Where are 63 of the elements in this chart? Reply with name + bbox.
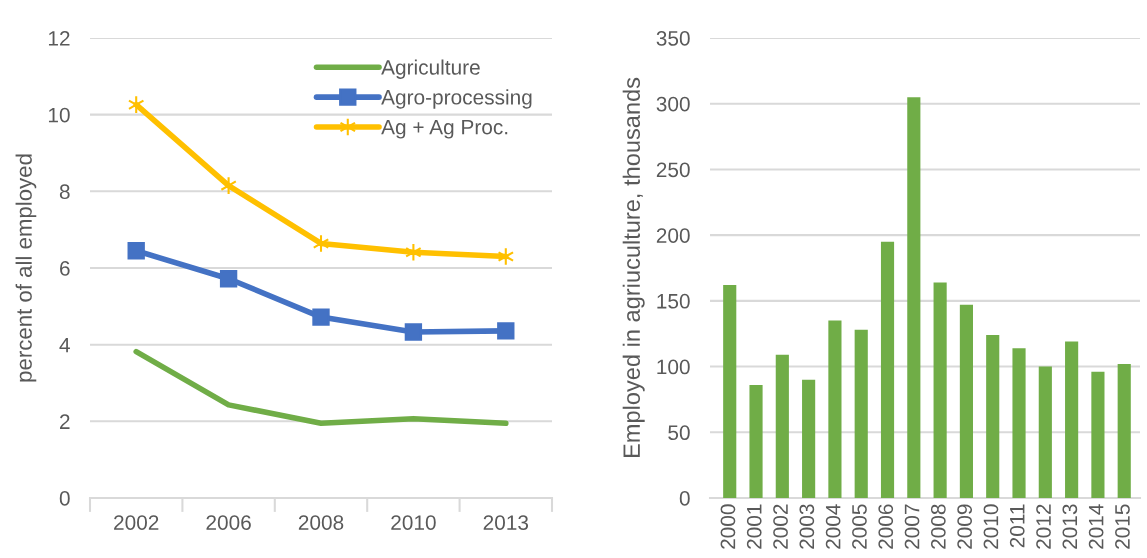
x-tick-label: 2013 xyxy=(1062,504,1078,549)
y-tick-label: 150 xyxy=(657,293,690,309)
y-tick-label: 8 xyxy=(59,184,70,200)
x-tick-label: 2009 xyxy=(957,504,973,549)
bar xyxy=(880,241,895,498)
bar xyxy=(749,384,763,498)
y-tick-label: 200 xyxy=(656,228,690,243)
bar xyxy=(723,285,737,498)
x-tick-label: 2014 xyxy=(1088,504,1104,549)
y-tick-label: 6 xyxy=(60,261,70,276)
legend-label: Agriculture xyxy=(381,59,480,79)
point xyxy=(497,322,515,340)
x-tick-label: 2003 xyxy=(799,504,815,549)
x-tick-label: 2005 xyxy=(852,504,867,549)
x-tick-label: 2000 xyxy=(720,504,736,549)
x-tick-label: 2010 xyxy=(391,515,436,530)
legend-label: Agro-processing xyxy=(381,89,532,109)
y-tick-label: 0 xyxy=(59,491,70,506)
y-axis-title: percent of all employed xyxy=(15,154,37,382)
bar xyxy=(1117,363,1131,498)
y-tick-label: 0 xyxy=(679,491,690,506)
x-tick-label: 2006 xyxy=(878,504,894,549)
y-tick-label: 4 xyxy=(59,337,70,353)
bar xyxy=(986,335,1000,498)
x-tick-label: 2013 xyxy=(483,515,529,530)
bar xyxy=(1091,371,1105,498)
bar xyxy=(775,354,789,498)
x-tick-label: 2008 xyxy=(298,515,344,530)
bar xyxy=(1065,341,1079,498)
bar xyxy=(1038,366,1052,498)
y-tick-label: 250 xyxy=(656,162,690,178)
point xyxy=(219,270,238,288)
point xyxy=(312,308,330,326)
y-tick-label: 100 xyxy=(657,359,690,375)
legend-label: Ag + Ag Proc. xyxy=(381,119,508,139)
x-tick-label: 2011 xyxy=(1009,504,1025,548)
bar xyxy=(959,304,973,498)
x-tick-label: 2006 xyxy=(206,515,251,530)
bar xyxy=(907,97,921,498)
x-tick-label: 2007 xyxy=(904,504,920,549)
x-tick-label: 2010 xyxy=(983,504,999,549)
x-tick-label: 2015 xyxy=(1115,504,1130,549)
x-tick-label: 2002 xyxy=(773,504,788,549)
x-tick-label: 2001 xyxy=(746,504,762,549)
point xyxy=(127,242,145,260)
x-tick-label: 2012 xyxy=(1036,504,1051,549)
y-tick-label: 50 xyxy=(668,425,690,441)
bar xyxy=(933,282,947,498)
bar xyxy=(802,379,816,498)
x-tick-label: 2002 xyxy=(114,515,159,530)
bar xyxy=(1012,348,1026,498)
y-tick-label: 2 xyxy=(60,414,70,429)
x-tick-label: 2008 xyxy=(930,504,946,549)
y-tick-label: 10 xyxy=(48,107,70,123)
y-tick-label: 300 xyxy=(656,96,690,112)
y-tick-label: 12 xyxy=(48,31,70,46)
bar xyxy=(854,329,868,498)
bar xyxy=(828,320,842,498)
point xyxy=(405,242,422,262)
x-tick-label: 2004 xyxy=(825,504,841,549)
y-tick-label: 350 xyxy=(656,31,690,46)
y-axis-title: Employed in agriuculture, thousands xyxy=(622,77,645,458)
point xyxy=(404,323,423,341)
